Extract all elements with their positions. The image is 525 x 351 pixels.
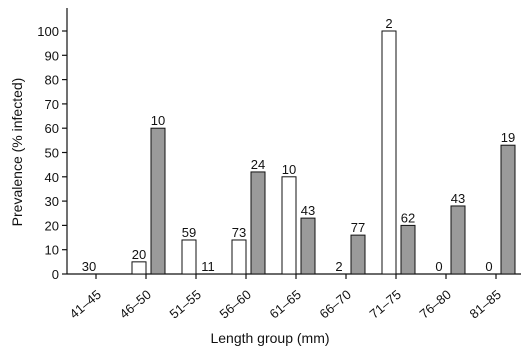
data-label: 0 — [485, 259, 492, 274]
data-label: 43 — [301, 203, 315, 218]
x-tick-label: 76–80 — [417, 287, 454, 322]
bar-series-2 — [500, 144, 516, 275]
y-tick-label: 100 — [37, 24, 59, 39]
y-tick-label: 10 — [45, 243, 59, 258]
y-tick-label: 90 — [45, 48, 59, 63]
data-label: 10 — [151, 113, 165, 128]
bar-series-1 — [381, 30, 397, 275]
data-label: 62 — [401, 210, 415, 225]
data-label: 11 — [201, 259, 215, 274]
x-tick-label: 61–65 — [267, 287, 304, 322]
data-label: 20 — [132, 247, 146, 262]
x-axis-title: Length group (mm) — [210, 330, 329, 346]
y-tick-label: 80 — [45, 73, 59, 88]
data-label: 30 — [82, 259, 96, 274]
x-axis: 41–45 46–50 51–55 56–60 61–65 66–70 71–75 76–80… — [67, 273, 521, 322]
bar-series-1 — [131, 261, 147, 275]
bar-series-1 — [231, 239, 247, 275]
data-label: 2 — [385, 16, 392, 31]
bar-series-2 — [150, 127, 166, 275]
y-tick-label: 30 — [45, 194, 59, 209]
bar-series-2 — [350, 234, 366, 275]
data-labels: 30 20 10 59 11 73 24 10 43 2 77 2 62 0 43 0 19 — [82, 16, 515, 274]
data-label: 19 — [501, 130, 515, 145]
y-tick-label: 40 — [45, 170, 59, 185]
x-tick-label: 56–60 — [217, 287, 254, 322]
y-axis-title: Prevalence (% infected) — [9, 78, 25, 227]
data-label: 2 — [335, 259, 342, 274]
y-axis: 0 10 20 30 40 50 60 70 80 90 100 — [37, 8, 68, 282]
bar-series-2 — [250, 171, 266, 275]
data-label: 10 — [282, 162, 296, 177]
x-tick-label: 81–85 — [467, 287, 504, 322]
data-label: 0 — [435, 259, 442, 274]
x-tick-label: 51–55 — [167, 287, 204, 322]
bars — [131, 30, 516, 275]
data-label: 59 — [182, 225, 196, 240]
y-tick-label: 60 — [45, 121, 59, 136]
x-tick-label: 66–70 — [317, 287, 354, 322]
data-label: 24 — [251, 157, 265, 172]
y-tick-label: 70 — [45, 97, 59, 112]
x-tick-label: 46–50 — [117, 287, 154, 322]
y-tick-label: 50 — [45, 146, 59, 161]
bar-series-2 — [400, 224, 416, 275]
bar-series-1 — [281, 176, 297, 275]
bar-series-1 — [181, 239, 197, 275]
data-label: 77 — [351, 220, 365, 235]
x-tick-label: 71–75 — [367, 287, 404, 322]
bar-series-2 — [450, 205, 466, 275]
y-tick-label: 0 — [52, 267, 59, 282]
data-label: 43 — [451, 191, 465, 206]
bar-series-2 — [300, 217, 316, 275]
y-tick-label: 20 — [45, 218, 59, 233]
data-label: 73 — [232, 225, 246, 240]
x-tick-label: 41–45 — [67, 287, 104, 322]
